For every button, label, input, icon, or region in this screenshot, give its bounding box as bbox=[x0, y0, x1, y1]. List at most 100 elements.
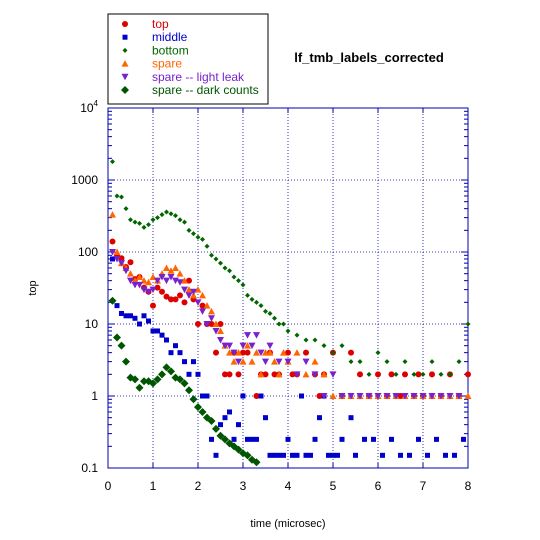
legend-label: spare bbox=[152, 57, 182, 71]
y-tick-label: 1000 bbox=[71, 173, 98, 187]
data-point bbox=[330, 452, 336, 458]
data-point bbox=[244, 342, 251, 349]
data-point bbox=[181, 286, 188, 294]
data-point bbox=[276, 452, 282, 458]
data-point bbox=[316, 393, 323, 399]
data-point bbox=[249, 296, 255, 302]
data-point bbox=[384, 359, 390, 365]
x-tick-label: 0 bbox=[105, 479, 112, 493]
data-point bbox=[150, 328, 156, 334]
data-point bbox=[294, 332, 300, 338]
data-point bbox=[127, 270, 134, 277]
data-point bbox=[146, 318, 151, 324]
data-point bbox=[195, 321, 201, 327]
data-point bbox=[263, 308, 268, 314]
data-point bbox=[335, 452, 340, 458]
data-point bbox=[420, 371, 426, 377]
data-point bbox=[272, 452, 277, 458]
data-point bbox=[176, 375, 184, 384]
data-point bbox=[356, 393, 364, 400]
data-point bbox=[262, 349, 269, 356]
data-point bbox=[167, 267, 175, 274]
data-point bbox=[397, 393, 404, 399]
data-point bbox=[158, 370, 166, 379]
data-point bbox=[136, 281, 143, 289]
data-point bbox=[113, 255, 121, 263]
data-point bbox=[208, 315, 215, 322]
series-layer bbox=[108, 159, 472, 467]
x-tick-label: 3 bbox=[240, 479, 247, 493]
data-point bbox=[389, 436, 394, 442]
data-point bbox=[434, 436, 439, 442]
data-point bbox=[267, 310, 273, 316]
data-point bbox=[218, 260, 223, 266]
data-point bbox=[429, 371, 435, 378]
data-point bbox=[461, 436, 466, 442]
data-point bbox=[375, 371, 381, 378]
data-point bbox=[119, 194, 124, 200]
data-point bbox=[437, 393, 445, 400]
data-point bbox=[185, 286, 193, 293]
data-point bbox=[173, 213, 178, 219]
data-point bbox=[122, 267, 130, 275]
data-point bbox=[181, 299, 188, 306]
data-point bbox=[149, 379, 157, 388]
data-point bbox=[365, 393, 373, 400]
data-point bbox=[191, 231, 196, 237]
data-point bbox=[200, 393, 205, 399]
data-point bbox=[221, 342, 229, 350]
legend-marker bbox=[122, 47, 128, 53]
data-point bbox=[245, 436, 250, 442]
data-point bbox=[465, 321, 471, 327]
data-point bbox=[195, 371, 201, 377]
data-point bbox=[235, 358, 242, 366]
data-point bbox=[199, 302, 206, 309]
legend-label: middle bbox=[152, 30, 188, 44]
data-point bbox=[227, 409, 232, 415]
data-point bbox=[308, 452, 313, 458]
data-point bbox=[176, 279, 184, 286]
data-point bbox=[159, 332, 165, 338]
data-point bbox=[330, 350, 336, 356]
data-point bbox=[428, 393, 436, 400]
data-point bbox=[411, 371, 417, 377]
data-point bbox=[266, 349, 274, 356]
data-point bbox=[258, 393, 264, 399]
data-point bbox=[357, 371, 363, 378]
data-point bbox=[446, 393, 454, 400]
data-point bbox=[402, 359, 408, 365]
x-tick-label: 1 bbox=[150, 479, 157, 493]
data-point bbox=[348, 349, 354, 356]
legend-label: bottom bbox=[152, 43, 189, 57]
data-point bbox=[154, 277, 161, 285]
data-point bbox=[109, 249, 116, 256]
data-point bbox=[262, 371, 269, 378]
data-point bbox=[155, 328, 160, 334]
x-tick-label: 2 bbox=[195, 479, 202, 493]
data-point bbox=[141, 313, 147, 319]
data-point bbox=[203, 321, 211, 328]
data-point bbox=[168, 296, 174, 303]
data-point bbox=[302, 358, 310, 366]
data-point bbox=[275, 358, 283, 366]
data-point bbox=[402, 371, 408, 378]
data-point bbox=[208, 307, 215, 315]
data-point bbox=[312, 337, 318, 343]
data-point bbox=[271, 371, 278, 378]
data-point bbox=[158, 273, 166, 281]
data-point bbox=[114, 303, 120, 309]
x-tick-label: 8 bbox=[465, 479, 472, 493]
data-point bbox=[230, 358, 238, 365]
data-point bbox=[244, 332, 251, 339]
data-point bbox=[117, 341, 126, 350]
data-point bbox=[438, 371, 444, 377]
data-point bbox=[254, 436, 259, 442]
data-point bbox=[122, 357, 130, 366]
data-point bbox=[162, 363, 171, 372]
data-point bbox=[189, 395, 198, 404]
legend-marker bbox=[122, 34, 128, 40]
data-point bbox=[208, 321, 215, 327]
data-point bbox=[329, 371, 337, 378]
data-point bbox=[281, 452, 286, 458]
